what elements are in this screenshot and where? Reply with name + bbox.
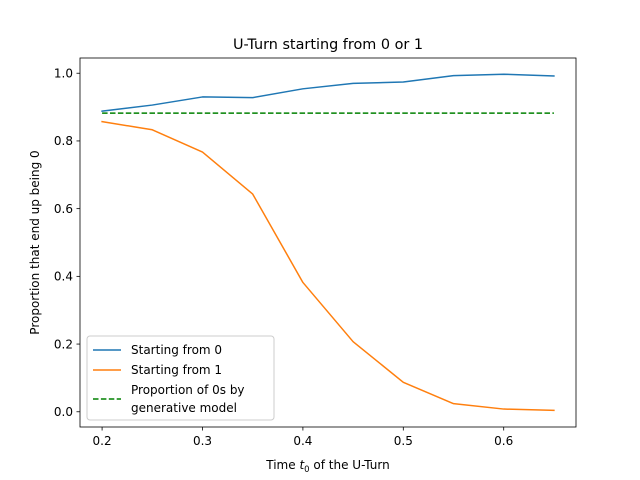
series-line-0 — [101, 73, 555, 112]
x-axis-label-prefix: Time — [265, 458, 299, 472]
y-tick-label: 0.8 — [54, 134, 73, 148]
y-tick-label: 0.0 — [54, 405, 73, 419]
y-axis-label: Proportion that end up being 0 — [28, 150, 42, 334]
legend-box — [86, 335, 275, 421]
legend-label-reference-line-2: generative model — [131, 401, 237, 415]
x-tick-label: 0.6 — [494, 434, 513, 448]
y-tick-label: 0.6 — [54, 202, 73, 216]
chart-title: U-Turn starting from 0 or 1 — [233, 37, 423, 53]
legend-label-series-0: Starting from 0 — [131, 343, 222, 357]
x-axis-label-var: t — [299, 458, 305, 472]
plot-area — [79, 57, 577, 428]
x-tick-label: 0.3 — [193, 434, 212, 448]
legend-label-series-1: Starting from 1 — [131, 363, 222, 377]
x-axis-label-sub: 0 — [304, 465, 309, 475]
series-line-1 — [101, 120, 555, 412]
x-axis-ticks: 0.2 0.3 0.4 0.5 0.6 — [93, 427, 513, 448]
x-tick-label: 0.4 — [293, 434, 312, 448]
legend: Starting from 0 Starting from 1 Proporti… — [86, 335, 275, 421]
y-tick-label: 1.0 — [54, 67, 73, 81]
axes-frame — [79, 57, 577, 428]
x-tick-label: 0.5 — [394, 434, 413, 448]
x-tick-label: 0.2 — [93, 434, 112, 448]
x-axis-label: Time t0 of the U-Turn — [265, 458, 389, 475]
y-tick-label: 0.4 — [54, 270, 73, 284]
series-layer — [101, 73, 555, 412]
x-axis-label-suffix: of the U-Turn — [310, 458, 390, 472]
y-axis-ticks: 0.0 0.2 0.4 0.6 0.8 1.0 — [54, 67, 80, 419]
legend-label-reference-line-1: Proportion of 0s by — [131, 383, 245, 397]
y-tick-label: 0.2 — [54, 337, 73, 351]
